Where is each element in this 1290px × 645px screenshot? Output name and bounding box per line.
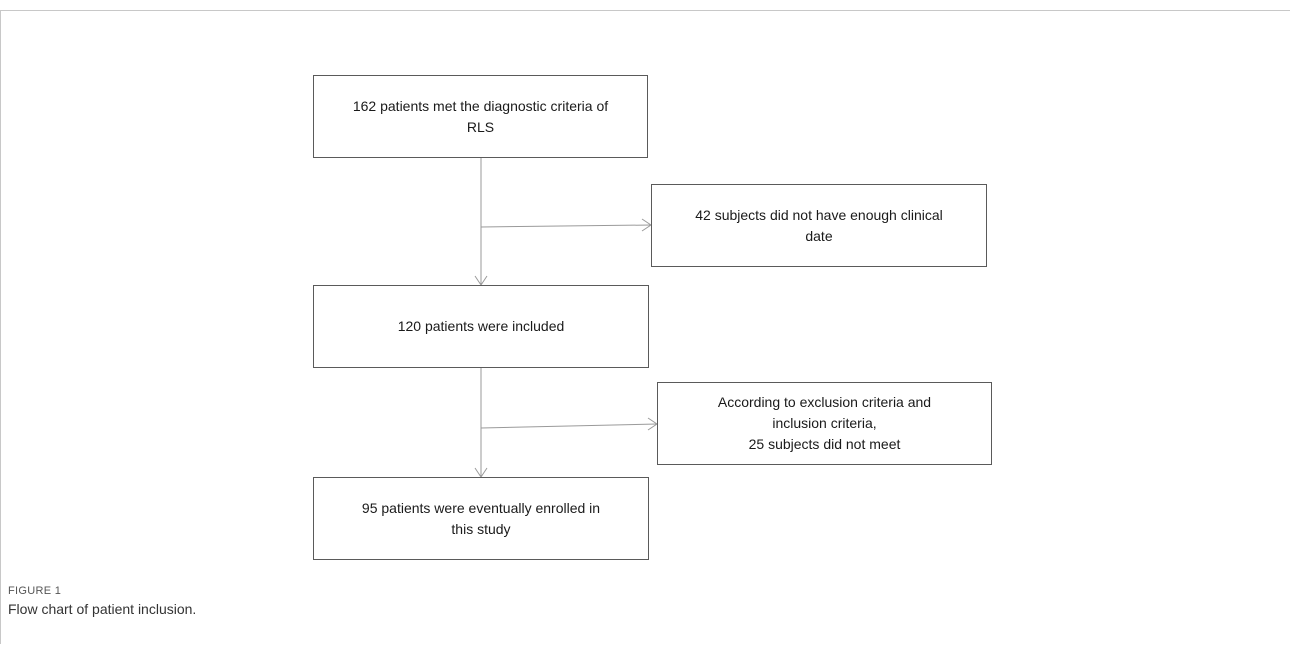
- flow-box-met-criteria: 162 patients met the diagnostic criteria…: [313, 75, 648, 158]
- flow-box-text: 42 subjects did not have enough clinical…: [695, 206, 943, 244]
- figure-frame: [0, 10, 1290, 644]
- flow-box-text: 120 patients were included: [397, 318, 565, 334]
- flow-box-text: 162 patients met the diagnostic criteria…: [352, 97, 609, 135]
- figure-caption: FIGURE 1 Flow chart of patient inclusion…: [8, 583, 196, 619]
- flow-box-insufficient-data: 42 subjects did not have enough clinical…: [651, 184, 987, 267]
- figure-caption-text: Flow chart of patient inclusion.: [8, 601, 197, 617]
- flow-box-excluded: According to exclusion criteria and incl…: [657, 382, 992, 465]
- flow-box-text: According to exclusion criteria and incl…: [717, 394, 932, 452]
- figure-label: FIGURE 1: [8, 585, 62, 597]
- flow-box-included: 120 patients were included: [313, 285, 649, 368]
- flow-box-enrolled: 95 patients were eventually enrolled in …: [313, 477, 649, 560]
- flow-box-text: 95 patients were eventually enrolled in …: [361, 499, 601, 537]
